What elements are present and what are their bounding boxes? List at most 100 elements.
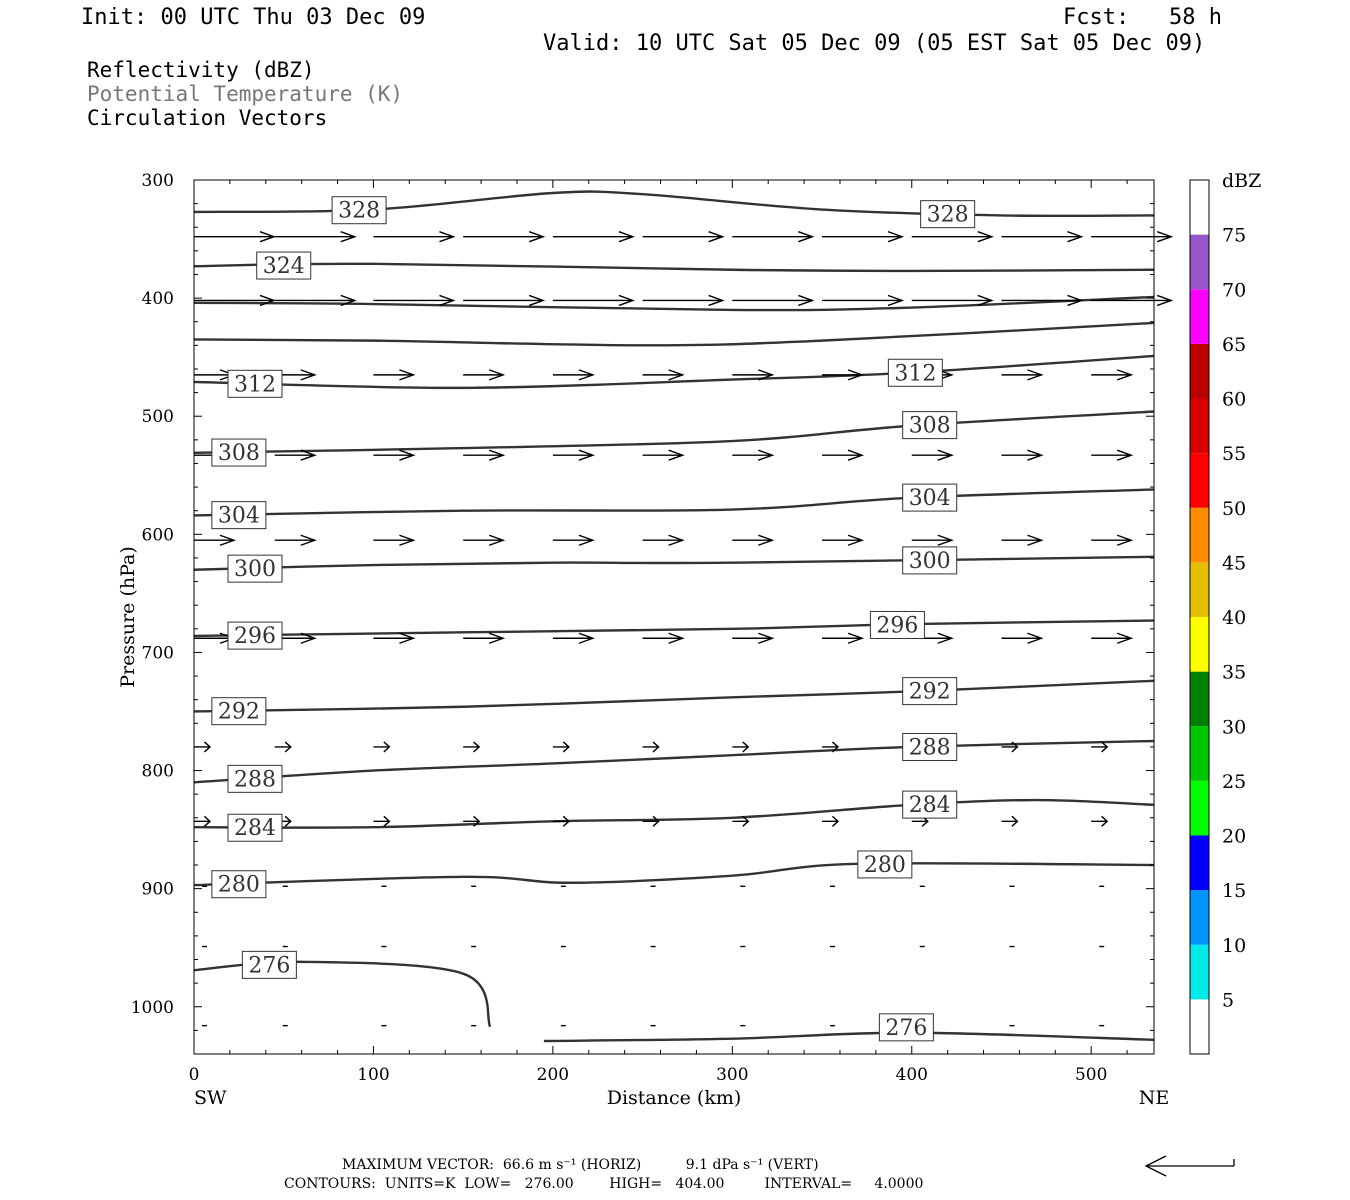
y-tick-label: 700 (142, 643, 174, 663)
vector-arrowhead (528, 231, 546, 243)
contour-label-box (902, 483, 958, 512)
vector-arrowhead (1116, 534, 1134, 546)
vector-arrowhead (937, 632, 954, 644)
contour-label-layer: 328 328 324 312 312 308 308 304 304 300 300 296 296 2… (211, 196, 976, 1042)
x-axis-label: Distance (km) (607, 1087, 742, 1109)
vector-arrowhead (284, 815, 292, 827)
vector-arrowhead (668, 534, 685, 546)
colorbar-level-label: 25 (1222, 771, 1246, 793)
vector-arrowhead (473, 815, 481, 827)
contour-label-box (887, 358, 943, 387)
vector-arrowhead (758, 449, 775, 461)
y-tick-label: 1000 (131, 998, 174, 1018)
contour-label-box (211, 697, 267, 726)
vector-arrowhead (742, 741, 750, 753)
vector-arrowhead (668, 369, 685, 381)
vector-arrowhead (758, 534, 775, 546)
colorbar-band (1190, 453, 1209, 508)
vector-arrowhead (1027, 369, 1044, 381)
colorbar-title: dBZ (1222, 170, 1261, 192)
colorbar-level-label: 65 (1222, 334, 1246, 356)
colorbar-level-label: 45 (1222, 552, 1246, 574)
colorbar-level-label: 5 (1222, 989, 1234, 1011)
contour-label: 292 (218, 700, 260, 725)
y-tick-label: 900 (142, 880, 174, 900)
colorbar-band (1190, 780, 1209, 836)
vector-arrowhead (1116, 632, 1134, 644)
vector-arrowhead (488, 449, 506, 461)
theta-contour-320 (193, 295, 1155, 312)
x-tick-label: 300 (716, 1065, 748, 1085)
contour-label: 292 (909, 680, 951, 705)
contour-label: 328 (927, 203, 969, 228)
vector-arrowhead (340, 294, 357, 307)
forecast-hour: Fcst: 58 h (1063, 5, 1222, 30)
vector-arrowhead (652, 741, 660, 753)
contour-label-box (211, 870, 267, 899)
colorbar-band (1190, 398, 1209, 454)
x-tick-label: 200 (537, 1065, 569, 1085)
max-vector-note: MAXIMUM VECTOR: 66.6 m s⁻¹ (HORIZ) 9.1 d… (342, 1157, 819, 1173)
y-tick-label: 800 (142, 762, 174, 782)
contour-label-box (211, 501, 267, 530)
theta-contour-300 (193, 555, 1155, 571)
contour-label: 308 (909, 414, 951, 439)
vector-arrowhead (259, 231, 277, 243)
contour-label-box (256, 251, 312, 280)
vector-arrowhead (847, 369, 865, 381)
colorbar-level-label: 10 (1222, 935, 1246, 957)
y-tick-label: 400 (142, 289, 174, 309)
vector-arrowhead (668, 632, 685, 644)
vector-arrowhead (383, 741, 391, 753)
theta-contour-308 (193, 410, 1155, 455)
plot-frame (193, 179, 1155, 1055)
colorbar-band (1190, 289, 1209, 344)
contour-label-box (902, 546, 958, 575)
vector-arrowhead (798, 294, 815, 307)
theta-contour-316 (193, 321, 1155, 347)
vector-arrowhead (300, 534, 317, 546)
field-circulation-vectors: Circulation Vectors (87, 106, 328, 130)
vector-arrowhead (977, 231, 994, 243)
contour-label: 308 (218, 441, 260, 466)
vector-arrowhead (219, 534, 237, 546)
contour-label-box (211, 438, 267, 467)
colorbar: 5 10 15 20 25 30 35 40 45 50 55 60 65 70 75 (1189, 179, 1246, 1055)
contour-label: 312 (894, 361, 936, 386)
contour-label-box (869, 610, 925, 639)
contour-label: 304 (909, 486, 951, 511)
contour-label-box (227, 554, 283, 583)
field-reflectivity: Reflectivity (dBZ) (87, 58, 315, 82)
theta-contour-304 (193, 488, 1155, 517)
colorbar-frame (1189, 179, 1210, 1055)
contour-label: 276 (248, 953, 290, 978)
vector-arrowhead (831, 741, 840, 753)
x-end-label-ne: NE (1139, 1087, 1170, 1109)
vector-arrowhead (473, 741, 481, 753)
x-tick-label: 500 (1075, 1065, 1107, 1085)
theta-contour-312 (193, 354, 1155, 390)
vector-arrowhead (1116, 369, 1134, 381)
contour-label: 296 (234, 624, 276, 649)
vector-arrowhead (399, 369, 416, 381)
vector-arrowhead (758, 369, 775, 381)
colorbar-band (1190, 944, 1209, 1000)
x-end-label-sw: SW (194, 1087, 227, 1109)
vector-arrowhead (383, 815, 391, 827)
contour-info-note: CONTOURS: UNITS=K LOW= 276.00 HIGH= 404.… (284, 1176, 924, 1192)
contour-label-box (902, 677, 958, 706)
vector-arrowhead (1067, 231, 1084, 243)
vector-arrowhead (578, 369, 595, 381)
vector-arrowhead (887, 231, 905, 243)
vector-arrowhead (284, 741, 292, 753)
vector-arrowhead (847, 632, 865, 644)
colorbar-level-label: 50 (1222, 498, 1246, 520)
vector-arrowhead (1027, 534, 1044, 546)
vector-arrowhead (1156, 231, 1174, 243)
vector-arrowhead (618, 294, 635, 307)
contour-label-box (241, 950, 297, 979)
x-tick-label: 400 (896, 1065, 928, 1085)
contour-label-box (857, 850, 913, 879)
vector-arrowhead (847, 449, 865, 461)
contour-label: 276 (885, 1016, 927, 1041)
